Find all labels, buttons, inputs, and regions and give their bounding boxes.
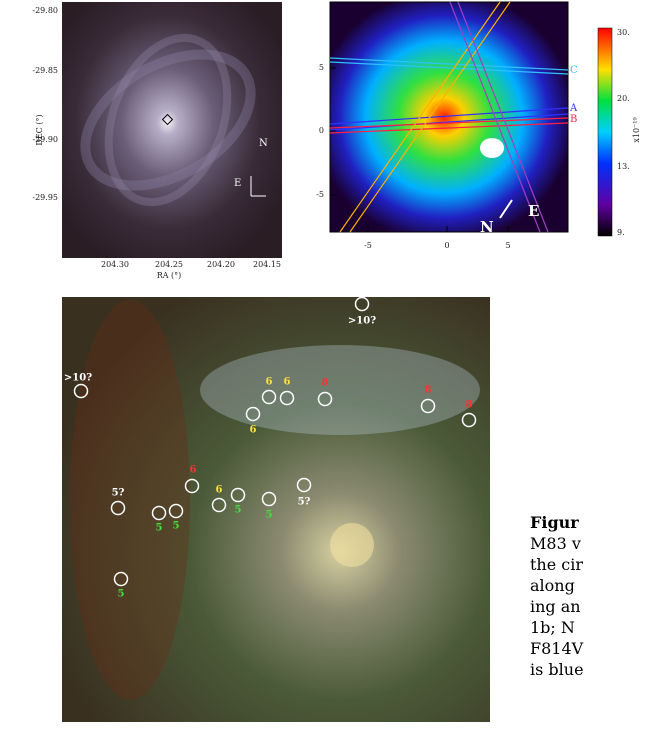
caption-line: Figur [530, 513, 579, 532]
caption-line: the cir [530, 555, 583, 574]
cluster-label: 5 [156, 523, 163, 534]
nucleus [480, 138, 504, 158]
cluster-label: 6 [284, 377, 291, 388]
compass-label: N [480, 218, 494, 236]
cluster-label: 8 [425, 385, 432, 396]
caption-line: along [530, 576, 575, 595]
cluster-label: 8 [322, 378, 329, 389]
dust-lane [70, 300, 190, 700]
y-tick-label: -29.90 [32, 135, 58, 144]
y-tick-label: 0 [319, 126, 324, 135]
x-tick-label: 0 [444, 241, 449, 250]
y-tick-label: -5 [316, 190, 324, 199]
compass-label: E [234, 178, 241, 189]
cluster-label: 5? [112, 488, 125, 499]
slit-label: C [570, 65, 578, 76]
x-tick-label: 204.25 [155, 260, 183, 269]
colorbar-tick-label: 13. [617, 162, 630, 171]
colorbar [598, 28, 612, 236]
slit-label: A [569, 103, 578, 114]
cluster-label: >10? [64, 373, 92, 384]
cluster-label: 6 [190, 465, 197, 476]
caption-line: M83 v [530, 534, 581, 553]
caption-line: is blue [530, 660, 584, 679]
emission [200, 345, 480, 435]
cluster-label: 5? [298, 497, 311, 508]
colorbar-tick-label: 30. [617, 28, 630, 37]
y-tick-label: -29.85 [32, 66, 58, 75]
cluster-label: 6 [250, 425, 257, 436]
y-tick-label: -29.80 [32, 6, 58, 15]
cluster-label: 6 [216, 485, 223, 496]
nucleus [330, 523, 374, 567]
figure: N E DEC (°) RA (°) N E C A B x10⁻¹⁹ -29.… [0, 0, 646, 725]
cluster-label: >10? [348, 316, 376, 327]
compass-label: E [528, 202, 539, 220]
colorbar-tick-label: 9. [617, 228, 625, 237]
cluster-label: 5 [173, 521, 180, 532]
caption-line: ing an [530, 597, 581, 616]
slit-label: B [570, 114, 577, 125]
axis-label: RA (°) [157, 271, 182, 280]
y-tick-label: -29.95 [32, 193, 58, 202]
caption-line: F814V [530, 639, 584, 658]
cluster-label: 5 [266, 510, 273, 521]
x-tick-label: 5 [505, 241, 510, 250]
x-tick-label: 204.15 [253, 260, 281, 269]
cluster-label: 5 [118, 589, 125, 600]
x-tick-label: -5 [364, 241, 372, 250]
caption-line: 1b; N [530, 618, 575, 637]
x-tick-label: 204.30 [101, 260, 129, 269]
cluster-label: 5 [235, 505, 242, 516]
cluster-label: 8 [466, 400, 473, 411]
compass-label: N [259, 138, 268, 149]
colorbar-unit: x10⁻¹⁹ [632, 117, 641, 143]
x-tick-label: 204.20 [207, 260, 235, 269]
y-tick-label: 5 [319, 63, 324, 72]
colorbar-tick-label: 20. [617, 94, 630, 103]
cluster-label: 6 [266, 377, 273, 388]
